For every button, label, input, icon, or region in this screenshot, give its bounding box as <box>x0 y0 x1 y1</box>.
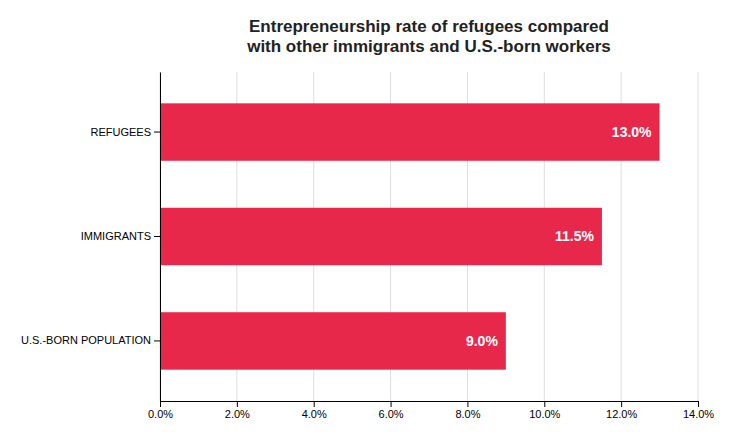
bars <box>160 103 660 369</box>
y-tick: U.S.-BORN POPULATION <box>21 334 160 346</box>
y-tick: REFUGEES <box>90 126 160 138</box>
y-tick: IMMIGRANTS <box>81 230 160 242</box>
x-tick-label: 10.0% <box>529 408 560 420</box>
bar <box>160 208 602 265</box>
x-axis-line <box>161 401 699 402</box>
x-tick: 2.0% <box>225 401 250 420</box>
y-axis-line <box>160 73 161 402</box>
x-tick: 8.0% <box>455 401 480 420</box>
x-tick-mark <box>237 401 238 407</box>
y-tick-mark <box>154 340 160 341</box>
y-tick-label: IMMIGRANTS <box>81 230 151 242</box>
x-axis: 0.0% 2.0% 4.0% 6.0% 8.0% 10.0% 12.0% 14.0% <box>148 401 714 420</box>
title: Entrepreneurship rate of refugees compar… <box>246 17 611 56</box>
y-tick-label: REFUGEES <box>90 126 151 138</box>
x-tick-mark <box>467 401 468 407</box>
plot-area: 0.0% 2.0% 4.0% 6.0% 8.0% 10.0% 12.0% 14.0% U.S.-… <box>21 72 714 420</box>
x-tick-label: 8.0% <box>455 408 480 420</box>
x-tick-label: 6.0% <box>379 408 404 420</box>
grid <box>160 72 698 401</box>
x-tick-label: 14.0% <box>683 408 714 420</box>
y-axis: U.S.-BORN POPULATION IMMIGRANTS REFUGEES <box>21 73 160 402</box>
x-tick-mark <box>314 401 315 407</box>
y-tick-label: U.S.-BORN POPULATION <box>21 334 151 346</box>
x-tick-label: 0.0% <box>148 408 173 420</box>
data-labels: 9.0% 11.5% 13.0% <box>466 124 652 349</box>
x-tick-label: 4.0% <box>302 408 327 420</box>
x-tick: 14.0% <box>683 401 714 420</box>
bar <box>160 103 660 160</box>
data-label: 11.5% <box>555 228 594 244</box>
grid-line <box>698 72 699 401</box>
x-tick-mark <box>698 401 699 407</box>
y-tick-mark <box>154 236 160 237</box>
bar <box>160 312 506 369</box>
x-tick: 6.0% <box>379 401 404 420</box>
x-tick-label: 2.0% <box>225 408 250 420</box>
x-tick-mark <box>391 401 392 407</box>
data-label: 13.0% <box>612 124 652 140</box>
x-tick: 10.0% <box>529 401 560 420</box>
x-tick: 0.0% <box>148 401 173 420</box>
x-tick-mark <box>621 401 622 407</box>
x-tick-mark <box>544 401 545 407</box>
chart: 0.0% 2.0% 4.0% 6.0% 8.0% 10.0% 12.0% 14.0% U.S.-… <box>0 0 734 441</box>
y-tick-mark <box>154 132 160 133</box>
x-tick: 4.0% <box>302 401 327 420</box>
data-label: 9.0% <box>466 333 498 349</box>
x-tick-label: 12.0% <box>606 408 637 420</box>
x-tick: 12.0% <box>606 401 637 420</box>
x-tick-mark <box>160 401 161 407</box>
